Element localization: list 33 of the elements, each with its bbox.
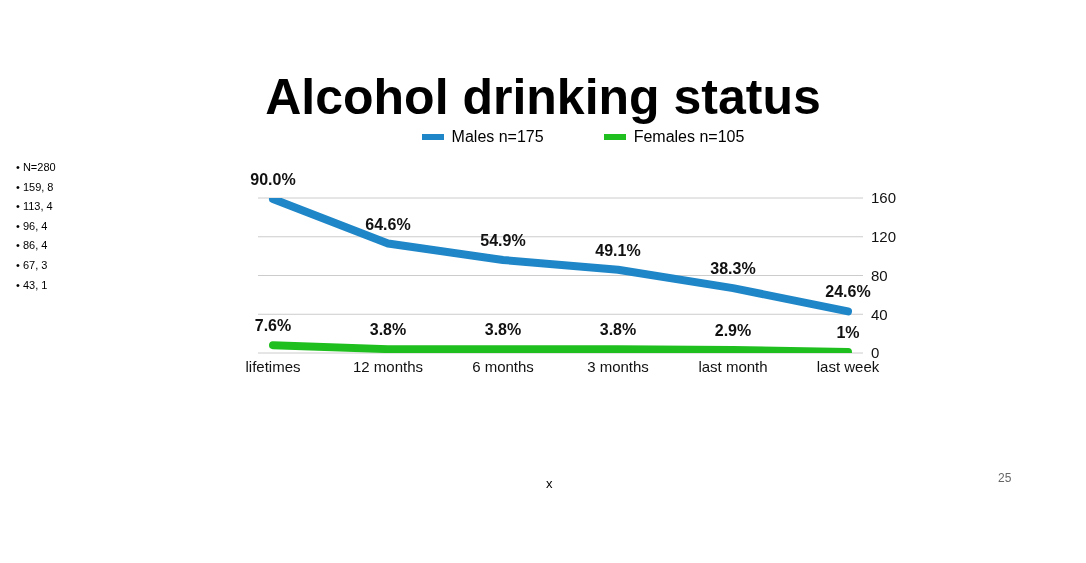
annotation: 90.0%: [250, 170, 296, 188]
annotation: 49.1%: [595, 241, 641, 259]
x-tick-label: 6 months: [472, 357, 534, 375]
text: • 113, 4: [16, 199, 54, 215]
y-tick-label: 160: [871, 189, 897, 207]
y-tick-label: 40: [871, 305, 888, 323]
text: • 86, 4: [16, 238, 49, 254]
annotation: 24.6%: [825, 283, 871, 301]
annotation: 3.8%: [484, 321, 522, 339]
text: • 159, 8: [16, 179, 55, 195]
x-tick-label: last month: [698, 357, 768, 375]
legend-label: Males n=175: [451, 128, 544, 146]
legend-label: Females n=105: [633, 128, 745, 146]
text: x: [546, 476, 553, 491]
annotation: 7.6%: [254, 317, 292, 335]
x-tick-label: lifetimes: [245, 357, 301, 375]
text: • N=280: [16, 160, 56, 175]
annotation: 38.3%: [710, 260, 756, 278]
text: • 96, 4: [16, 218, 49, 234]
annotation: 1%: [836, 324, 860, 342]
x-tick-label: 12 months: [352, 357, 424, 375]
text: 25: [998, 471, 1012, 485]
text: • 67, 3: [16, 257, 49, 273]
y-tick-label: 80: [871, 266, 888, 284]
y-tick-label: 120: [871, 228, 897, 246]
annotation: 2.9%: [714, 322, 752, 340]
x-tick-label: 3 months: [587, 357, 649, 375]
annotation: 54.9%: [480, 232, 526, 249]
chart-title: Alcohol drinking status: [264, 68, 822, 126]
text: • 43, 1: [16, 277, 49, 293]
annotation: 3.8%: [369, 321, 407, 339]
annotation: 64.6%: [365, 215, 411, 233]
annotation: 3.8%: [599, 321, 637, 339]
